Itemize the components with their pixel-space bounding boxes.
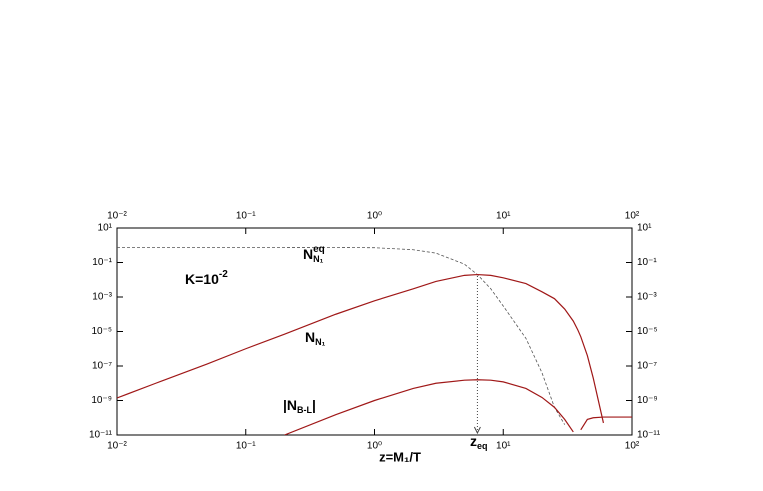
annotation-text: z	[470, 433, 477, 449]
x-tick-label: 10⁻¹	[236, 441, 256, 452]
x-axis-title: z=M₁/T	[379, 449, 421, 464]
annotation-sup: eq	[313, 244, 325, 255]
annotation-tail: |	[312, 397, 316, 413]
series-line	[117, 273, 605, 424]
y-tick-label: 10⁻¹	[92, 257, 112, 268]
annotation-sup: -2	[219, 269, 228, 280]
x-tick-label-top: 10⁰	[367, 211, 382, 222]
series-line	[284, 379, 632, 435]
x-tick-label-top: 10⁻²	[107, 211, 127, 222]
plot-area	[117, 247, 632, 435]
y-tick-label-right: 10⁻¹	[637, 257, 657, 268]
y-tick-label-right: 10⁻⁷	[637, 361, 657, 372]
annotation: Neq N₁	[303, 244, 325, 265]
y-tick-label-right: 10⁻⁵	[637, 326, 658, 337]
annotation: |NB-L|	[283, 397, 316, 416]
annotation-text: N	[305, 329, 315, 345]
annotation-text: |N	[283, 397, 297, 413]
annotation-sub: N₁	[313, 254, 323, 264]
y-tick-label: 10⁻³	[92, 292, 112, 303]
x-tick-label-top: 10¹	[496, 211, 511, 222]
y-tick-label-right: 10¹	[637, 223, 652, 234]
annotation: zeq	[470, 433, 488, 452]
y-tick-label: 10⁻⁵	[91, 326, 112, 337]
annotation-sub: B-L	[297, 405, 312, 415]
y-tick-label: 10¹	[98, 223, 113, 234]
x-tick-label: 10⁻²	[107, 441, 127, 452]
annotation-sub: N₁	[315, 337, 325, 347]
x-tick-label-top: 10²	[625, 211, 640, 222]
y-tick-label: 10⁻⁷	[92, 361, 112, 372]
x-tick-label: 10⁰	[367, 441, 382, 452]
z-eq-arrow	[473, 426, 481, 435]
x-tick-label: 10¹	[496, 441, 511, 452]
y-tick-label-right: 10⁻³	[637, 292, 657, 303]
x-tick-label: 10²	[625, 441, 640, 452]
y-tick-label-right: 10⁻¹¹	[637, 430, 661, 441]
series-line	[117, 247, 566, 425]
annotation: NN₁	[305, 329, 326, 348]
y-tick-label: 10⁻⁹	[91, 395, 112, 406]
annotation: K=10-2	[185, 269, 228, 287]
annotation-text: N	[303, 246, 313, 262]
y-tick-label: 10⁻¹¹	[89, 430, 113, 441]
y-tick-label-right: 10⁻⁹	[637, 395, 658, 406]
annotation-sub: eq	[477, 441, 488, 451]
annotation-text: K=10	[185, 271, 219, 287]
plot-frame	[116, 227, 633, 436]
x-tick-label-top: 10⁻¹	[236, 211, 256, 222]
